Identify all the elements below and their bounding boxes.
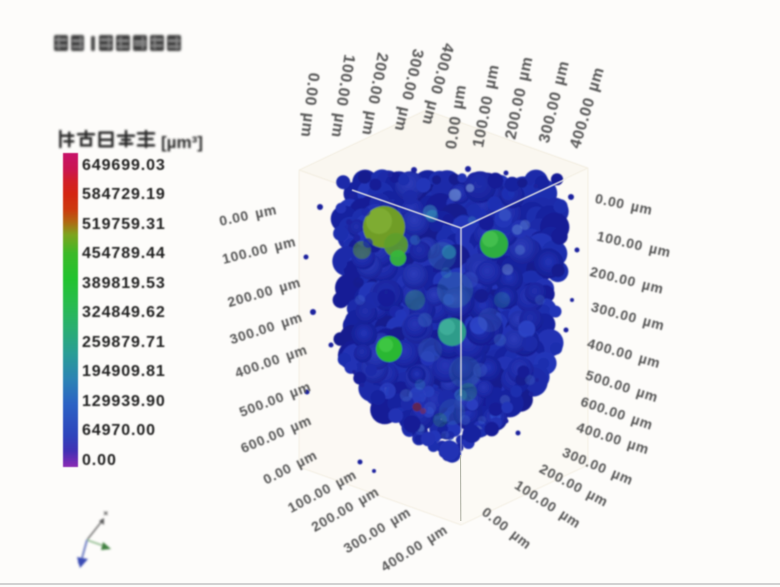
svg-text:[µm³]: [µm³] (161, 133, 203, 152)
